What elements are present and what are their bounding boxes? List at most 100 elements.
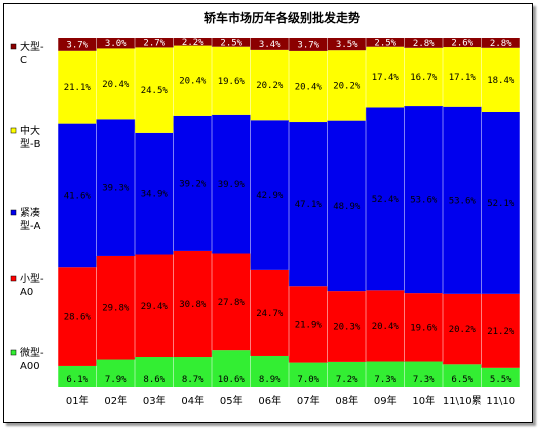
bar-segment [96,359,135,387]
bar-segment [481,47,520,112]
bar-segment [173,115,212,251]
bar-segment [250,38,289,50]
legend-swatch [10,349,17,356]
stacked-bar-chart: 轿车市场历年各级别批发走势 6.1% 28.6% 41.6% 21.1% 3.7% 7.9… [10,10,520,407]
bar-segment [289,50,328,123]
x-tick-label: 10年 [412,394,435,407]
series-connector-line [249,253,252,270]
data-label: 30.8% [179,300,207,310]
legend-swatch [10,43,17,50]
series-connector-line [288,120,290,123]
bar-segment [250,120,289,270]
x-tick-label: 02年 [104,394,127,407]
data-label: 2.5% [374,38,396,48]
bar-segment [481,293,520,368]
bars-layer [58,38,520,387]
data-label: 17.1% [449,73,477,83]
data-label: 17.4% [372,73,400,83]
data-label: 39.2% [179,179,207,189]
series-connector-line [288,49,290,52]
series-connector-line [211,45,213,47]
chart-frame: 轿车市场历年各级别批发走势 6.1% 28.6% 41.6% 21.1% 3.7% 7.9… [3,3,533,423]
bar-segment [96,38,135,49]
legend-label: C [20,55,27,66]
bar-segment [212,350,251,387]
bar-segment [481,111,520,294]
bar-segment [327,120,366,292]
data-label: 2.2% [182,38,204,48]
data-label: 29.4% [141,302,169,312]
data-label: 27.8% [218,298,246,308]
legend-label: 大型- [20,40,44,53]
series-connector-line [480,106,483,113]
legend-label: 型-A [20,219,41,232]
series-connector-line [95,119,98,124]
chart-title: 轿车市场历年各级别批发走势 [204,10,360,25]
data-label: 8.7% [182,375,204,385]
data-label: 2.7% [143,39,165,49]
legend-label: 紧凑 [20,206,40,219]
x-tick-label: 05年 [220,394,243,407]
series-connector-line [249,350,252,357]
x-tick-label: 07年 [297,394,320,407]
data-label: 48.9% [333,202,361,212]
bar-segment [404,106,443,294]
x-tick-label: 11\10 [486,396,515,407]
series-connector-line [288,355,290,363]
bar-segment [443,364,482,387]
data-label: 20.2% [333,81,361,91]
series-connector-line [211,114,213,117]
data-label: 2.8% [413,39,435,49]
series-connector-line [134,254,136,257]
bar-segment [135,38,174,48]
bar-segment [96,119,135,256]
data-label: 7.0% [297,375,319,385]
series-connector-line [249,114,252,121]
data-label: 29.8% [102,304,130,314]
data-label: 24.5% [141,86,169,96]
bar-segment [443,38,482,48]
series-connector-line [326,361,329,363]
bar-segment [58,38,97,51]
series-connector-line [211,250,213,254]
data-label: 2.6% [451,39,473,49]
bar-segment [327,361,366,387]
data-label: 20.4% [102,80,130,90]
bar-segment [404,293,443,362]
data-label: 3.7% [66,40,88,50]
data-label: 19.6% [410,323,438,333]
data-label: 7.2% [336,375,358,385]
data-label: 6.5% [451,375,473,385]
x-tick-label: 03年 [143,394,166,407]
x-tick-label: 01年 [66,394,89,407]
bar-segment [212,46,251,115]
bar-segment [96,255,135,360]
series-connector-line [326,49,329,52]
bar-segment [327,38,366,51]
series-connector-line [403,105,406,108]
bar-segment [404,38,443,48]
series-connector-line [95,255,98,268]
data-label: 10.6% [218,375,246,385]
bar-segment [212,253,251,351]
data-label: 5.5% [490,375,512,385]
series-connector-line [134,47,136,49]
legend-label: 型-B [20,137,41,150]
data-label: 39.9% [218,180,246,190]
bar-segment [250,269,289,356]
data-label: 20.2% [449,325,477,335]
data-label: 24.7% [256,309,284,319]
x-axis: 01年 02年 03年 04年 05年 06年 07年 08年 09年 10年 11\10累 11\1… [66,394,515,407]
legend-swatch [10,127,17,134]
data-label: 3.4% [259,40,281,50]
series-connector-line [365,290,367,292]
bar-segment [250,49,289,121]
series-connector-line [480,46,483,49]
legend-label: 小型- [20,272,44,285]
series-connector-line [172,250,175,255]
series-connector-line [403,46,406,48]
series-connector-line [134,119,136,133]
connector-lines [95,45,483,368]
bar-segment [443,293,482,365]
bar-segment [481,38,520,48]
